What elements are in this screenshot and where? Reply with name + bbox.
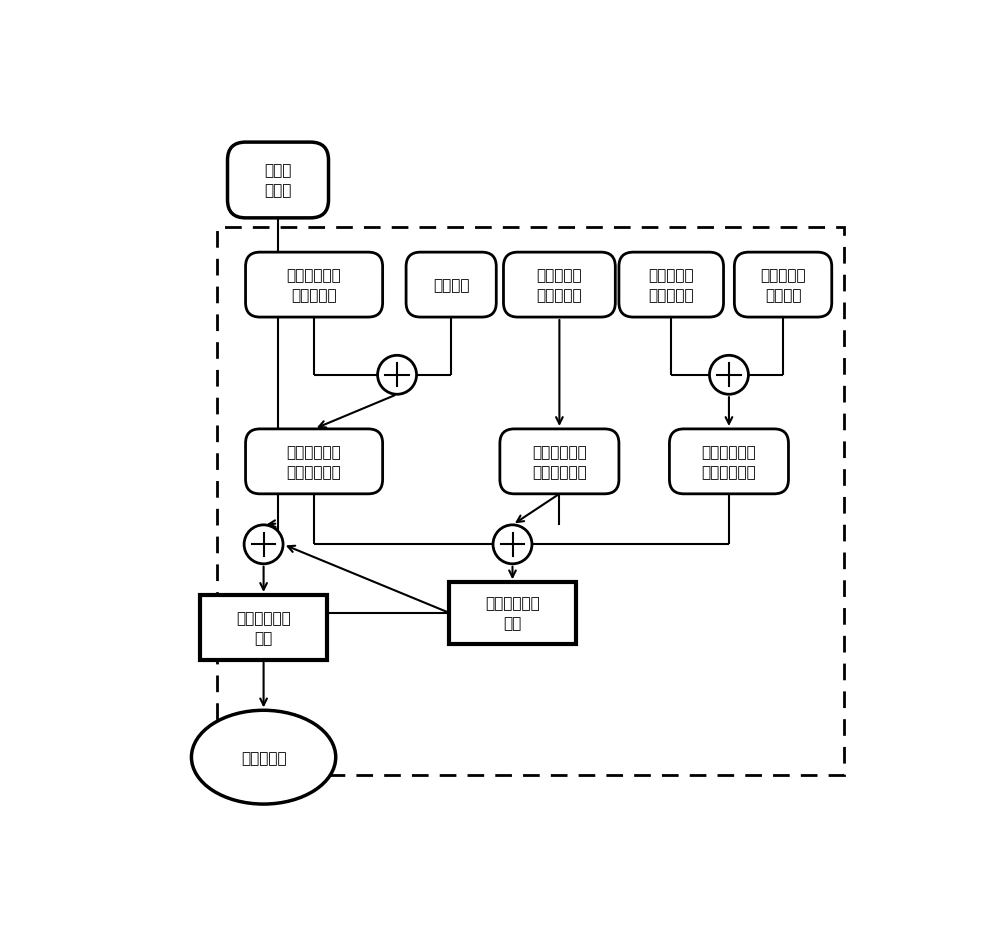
Text: 视频前景结
构先验特性: 视频前景结 构先验特性: [537, 268, 582, 302]
Text: 迭代算法求解
模型: 迭代算法求解 模型: [236, 610, 291, 645]
Text: 去雨雪视频: 去雨雪视频: [241, 750, 286, 765]
Circle shape: [378, 356, 417, 395]
Text: 多尺度卷积
稀疏编码: 多尺度卷积 稀疏编码: [760, 268, 806, 302]
Text: 构建视频前景
检测统计模型: 构建视频前景 检测统计模型: [532, 445, 587, 479]
Bar: [200, 595, 327, 660]
Circle shape: [244, 525, 283, 564]
Text: 雨雪噪声结
构先验特性: 雨雪噪声结 构先验特性: [648, 268, 694, 302]
Circle shape: [493, 525, 532, 564]
FancyBboxPatch shape: [500, 430, 619, 494]
Text: 构建完整统计
模型: 构建完整统计 模型: [485, 596, 540, 631]
Text: 原始视
频数据: 原始视 频数据: [264, 164, 292, 198]
Text: 构建视频雨雪
检测统计模型: 构建视频雨雪 检测统计模型: [702, 445, 756, 479]
FancyBboxPatch shape: [619, 253, 724, 317]
Text: 构建视频背景
恢复统计模型: 构建视频背景 恢复统计模型: [287, 445, 341, 479]
Bar: [217, 227, 844, 775]
Bar: [449, 582, 576, 644]
Text: 系统参数: 系统参数: [433, 278, 469, 293]
Circle shape: [709, 356, 748, 395]
FancyBboxPatch shape: [503, 253, 615, 317]
Text: 视频前景噪声
的统计特性: 视频前景噪声 的统计特性: [287, 268, 341, 302]
FancyBboxPatch shape: [246, 253, 383, 317]
FancyBboxPatch shape: [246, 430, 383, 494]
FancyBboxPatch shape: [406, 253, 496, 317]
Ellipse shape: [191, 710, 336, 804]
FancyBboxPatch shape: [669, 430, 788, 494]
FancyBboxPatch shape: [734, 253, 832, 317]
FancyBboxPatch shape: [228, 143, 329, 219]
